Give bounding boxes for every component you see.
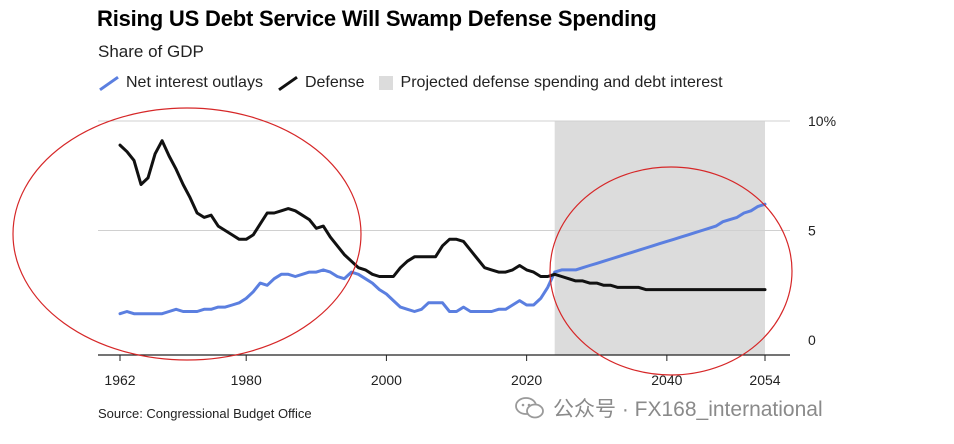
annotation-ellipse-projected (549, 166, 793, 376)
legend-label-defense: Defense (304, 74, 365, 91)
legend-label-projected: Projected defense spending and debt inte… (400, 74, 723, 91)
y-tick-label: 10% (808, 113, 836, 129)
legend-item-defense: Defense (277, 74, 365, 92)
projection-band (554, 121, 765, 355)
y-tick-label: 5 (808, 223, 816, 239)
chart-legend: Net interest outlays Defense Projected d… (98, 74, 737, 92)
legend-label-interest: Net interest outlays (126, 74, 263, 91)
chart-subtitle: Share of GDP (98, 42, 204, 61)
x-tick-label: 2054 (749, 372, 780, 388)
annotation-ellipse-historical (12, 107, 362, 361)
x-tick-label: 1962 (104, 372, 135, 388)
legend-item-interest: Net interest outlays (98, 74, 263, 92)
y-tick-label: 0 (808, 332, 816, 348)
legend-item-projected: Projected defense spending and debt inte… (378, 74, 723, 92)
wechat-icon (515, 397, 544, 419)
watermark-text: 公众号 · FX168_international (553, 398, 823, 421)
chart-title: Rising US Debt Service Will Swamp Defens… (97, 6, 657, 31)
x-tick-label: 1980 (231, 372, 262, 388)
watermark: 公众号 · FX168_international (515, 393, 823, 423)
series-line-defense (118, 139, 767, 292)
series-line-net-interest (118, 202, 767, 316)
x-tick-label: 2040 (651, 372, 682, 388)
x-tick-label: 2020 (511, 372, 542, 388)
source-note: Source: Congressional Budget Office (98, 406, 312, 421)
legend-swatch-projected (378, 76, 393, 90)
x-tick-label: 2000 (371, 372, 402, 388)
